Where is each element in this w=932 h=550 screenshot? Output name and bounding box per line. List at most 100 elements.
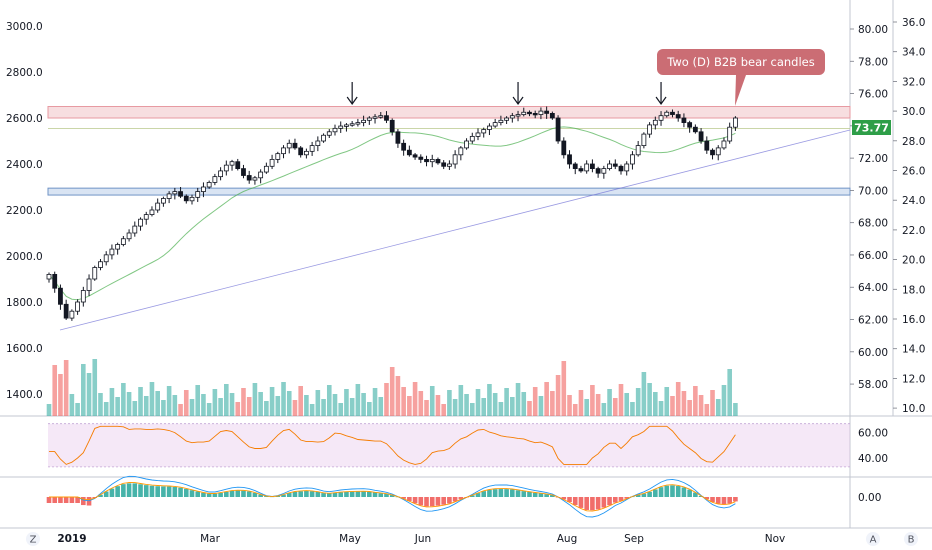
corner-button-z-bg — [26, 532, 40, 546]
volume-bar — [601, 403, 607, 416]
candle-body — [555, 117, 561, 142]
candle-body — [63, 303, 69, 319]
macd-histogram-bar — [504, 489, 509, 497]
volume-bar — [275, 396, 281, 416]
candle-body — [504, 117, 510, 121]
volume-bar — [389, 367, 395, 416]
candle-body — [458, 147, 464, 156]
zones-layer — [47, 106, 851, 196]
right-outer-tick: 26.0 — [902, 166, 925, 178]
right-outer-tick: 24.0 — [902, 195, 925, 207]
rsi-line — [49, 425, 736, 465]
volume-bar — [681, 391, 687, 416]
candle-body — [412, 154, 418, 158]
candle-body — [189, 196, 195, 202]
macd-histogram-bar — [492, 489, 498, 497]
volume-bar — [590, 385, 595, 416]
candle-body — [561, 140, 567, 156]
macd-histogram-bar — [161, 486, 166, 497]
macd-histogram-bar — [206, 493, 212, 497]
candles-layer — [46, 106, 738, 321]
candle-body — [229, 161, 235, 166]
candle-body — [498, 119, 504, 124]
macd-histogram-bar — [258, 494, 263, 497]
macd-histogram-bar — [647, 491, 652, 497]
candle-body — [183, 195, 189, 202]
macd-histogram-bar — [601, 497, 607, 508]
left-axis-tick: 2200.0 — [6, 205, 43, 217]
volume-bar — [309, 404, 315, 416]
left-axis-tick: 2400.0 — [6, 159, 43, 171]
right-outer-tick: 32.0 — [902, 76, 925, 88]
macd-histogram-bar — [115, 486, 120, 497]
candle-body — [652, 119, 658, 126]
macd-histogram-bar — [407, 497, 412, 501]
right-outer-tick: 34.0 — [902, 47, 925, 59]
candle-body — [132, 225, 138, 234]
candle-body — [492, 122, 498, 127]
corner-button-z[interactable]: Z — [26, 532, 40, 546]
volume-bar — [246, 397, 252, 416]
macd-histogram-bar — [498, 489, 504, 497]
volume-bar — [561, 361, 567, 416]
right-axis-outer: 36.0 34.0 32.0 30.0 28.0 26.0 24.0 22.0 20.0 18.0… — [893, 17, 925, 415]
right-inner-tick: 70.00 — [858, 185, 888, 197]
macd-histogram-bar — [704, 497, 710, 500]
candle-body — [389, 119, 395, 133]
volume-layer — [46, 359, 738, 416]
rsi-axis-tick: 40.00 — [858, 453, 888, 465]
macd-histogram-bar — [178, 487, 183, 497]
left-axis-tick: 3000.0 — [6, 21, 43, 33]
x-axis-label: 2019 — [57, 533, 86, 545]
candle-body — [355, 122, 361, 125]
volume-bar — [687, 400, 692, 416]
axis-button-b-bg — [904, 532, 918, 546]
right-outer-tick: 14.0 — [902, 344, 925, 356]
macd-histogram-bar — [126, 483, 132, 497]
right-inner-tick: 66.00 — [858, 250, 888, 262]
candle-body — [321, 134, 326, 142]
candle-body — [452, 154, 458, 165]
candle-body — [727, 126, 733, 142]
macd-histogram-bar — [86, 497, 92, 506]
candle-body — [429, 158, 435, 163]
x-axis-label: Nov — [765, 533, 786, 545]
candle-body — [647, 124, 652, 135]
candle-body — [521, 111, 527, 115]
right-inner-tick: 68.00 — [858, 218, 888, 230]
candle-body — [481, 129, 487, 134]
candle-body — [235, 161, 241, 169]
macd-histogram-bar — [435, 497, 441, 506]
volume-bar — [258, 392, 263, 416]
candle-body — [549, 113, 555, 119]
volume-bar — [367, 402, 372, 416]
volume-bar — [304, 395, 309, 416]
macd-histogram-bar — [675, 486, 681, 497]
volume-bar — [612, 398, 618, 416]
axis-button-a[interactable]: A — [866, 532, 880, 546]
support-zone — [47, 187, 851, 196]
macd-histogram-bar — [612, 497, 618, 503]
macd-histogram-bar — [46, 497, 52, 503]
volume-bar — [212, 389, 218, 416]
candle-body — [103, 254, 109, 263]
macd-histogram-bar — [653, 489, 658, 497]
volume-bar — [63, 360, 69, 416]
candle-body — [630, 154, 635, 165]
callout-annotation[interactable]: Two (D) B2B bear candles — [657, 49, 825, 106]
volume-bar — [252, 383, 258, 416]
volume-bar — [138, 387, 143, 416]
macd-histogram-bar — [521, 491, 527, 497]
volume-bar — [464, 394, 469, 416]
volume-bar — [149, 382, 155, 416]
axis-button-b[interactable]: B — [904, 532, 918, 546]
candle-body — [166, 193, 172, 199]
candle-body — [263, 165, 269, 173]
volume-bar — [630, 402, 635, 416]
candle-body — [721, 140, 727, 149]
macd-histogram-bar — [172, 486, 178, 497]
right-inner-tick: 72.00 — [858, 153, 888, 165]
volume-bar — [344, 389, 349, 416]
candle-body — [584, 163, 590, 172]
